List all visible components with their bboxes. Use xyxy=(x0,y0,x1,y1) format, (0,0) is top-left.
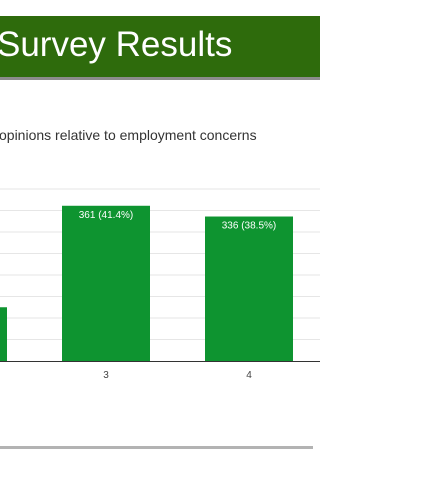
data-label: 361 (41.4%) xyxy=(79,210,133,221)
data-label: 336 (38.5%) xyxy=(222,221,276,232)
header-banner xyxy=(0,16,320,77)
bottom-divider xyxy=(0,446,313,449)
bar xyxy=(0,307,7,361)
question-text: opinions relative to employment concerns xyxy=(0,127,257,143)
bar xyxy=(62,205,150,361)
x-tick-label: 3 xyxy=(103,370,109,381)
bar xyxy=(205,216,293,361)
page-title: Survey Results xyxy=(0,25,233,64)
header-divider xyxy=(0,77,320,80)
x-tick-label: 4 xyxy=(246,370,252,381)
bar-chart: 361 (41.4%) 336 (38.5%) 3 4 xyxy=(0,188,320,381)
